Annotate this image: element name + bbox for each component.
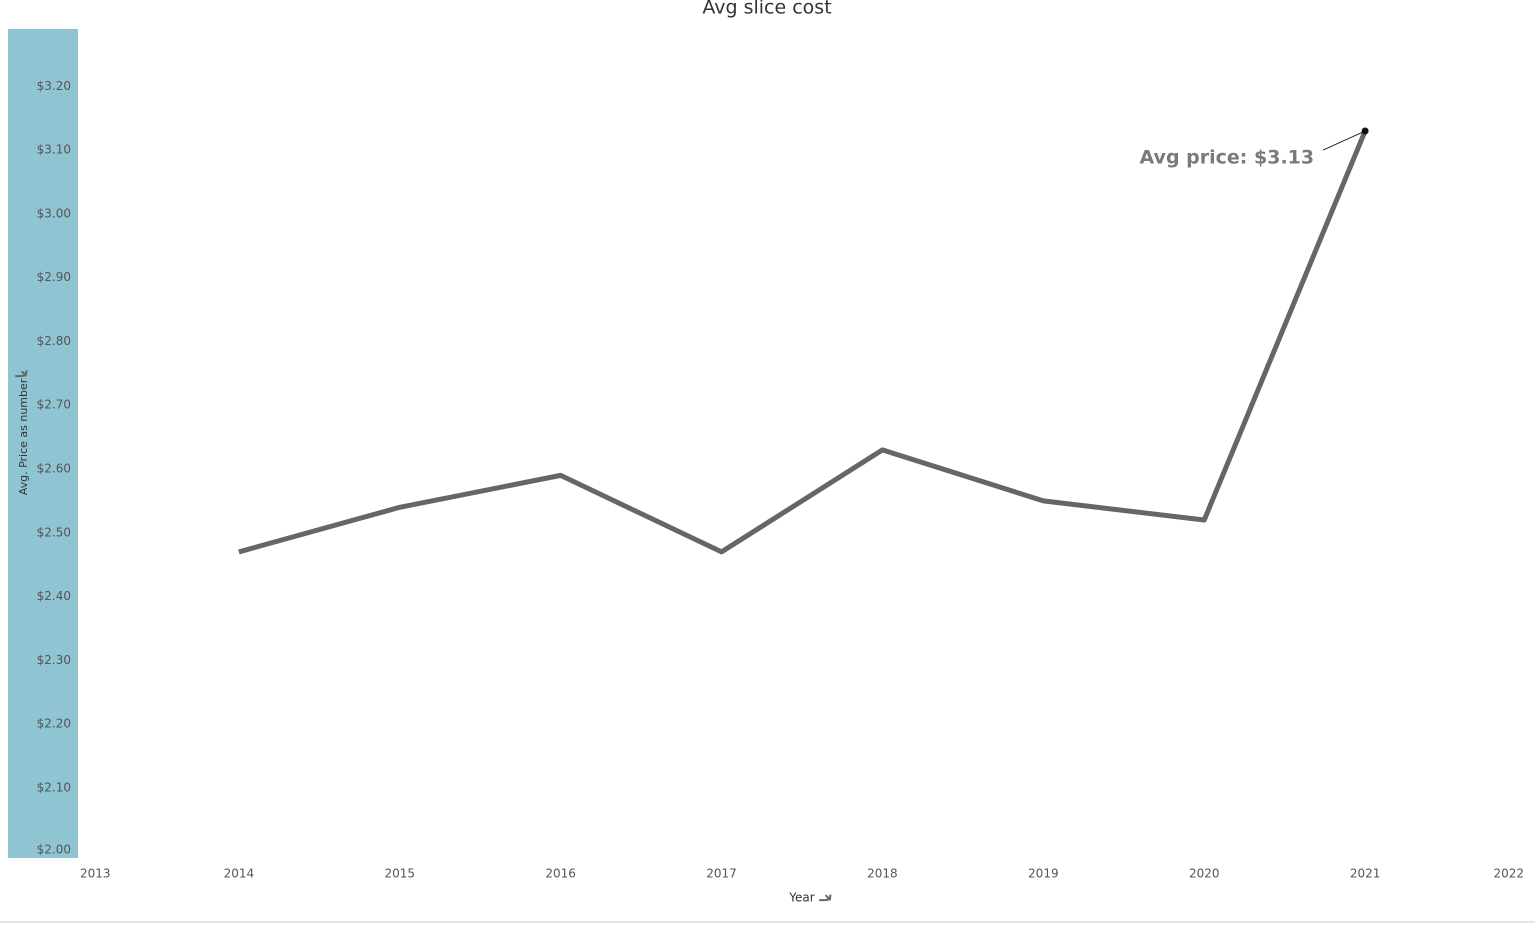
x-tick-label: 2020: [1189, 867, 1220, 881]
y-tick-label: $2.10: [37, 780, 71, 794]
x-tick-label: 2019: [1028, 867, 1059, 881]
y-tick-label: $2.30: [37, 653, 71, 667]
x-tick-label: 2022: [1493, 867, 1524, 881]
y-tick-label: $2.90: [37, 270, 71, 284]
x-tick-label: 2018: [867, 867, 898, 881]
y-tick-label: $2.20: [37, 717, 71, 731]
y-axis-title: Avg. Price as number: [17, 378, 30, 495]
pin-icon[interactable]: [15, 368, 28, 381]
x-tick-label: 2021: [1350, 867, 1381, 881]
x-tick-label: 2015: [385, 867, 416, 881]
pin-icon[interactable]: [819, 892, 832, 905]
x-tick-label: 2014: [224, 867, 255, 881]
chart-title: Avg slice cost: [702, 0, 831, 19]
x-axis-title: Year: [788, 891, 814, 905]
y-tick-label: $2.70: [37, 398, 71, 412]
y-tick-label: $2.40: [37, 589, 71, 603]
annotation-leader: [1322, 130, 1366, 151]
y-tick-label: $3.10: [37, 143, 71, 157]
annotation-text: Avg price: $3.13: [1140, 147, 1315, 169]
y-tick-label: $2.80: [37, 334, 71, 348]
y-tick-label: $2.50: [37, 525, 71, 539]
y-tick-label: $3.20: [37, 79, 71, 93]
line-series: [238, 130, 1368, 555]
x-tick-label: 2017: [706, 867, 737, 881]
x-tick-label: 2013: [80, 867, 111, 881]
y-tick-label: $2.00: [37, 843, 71, 857]
y-tick-label: $3.00: [37, 206, 71, 220]
y-tick-label: $2.60: [37, 462, 71, 476]
y-axis-band: [8, 29, 78, 858]
x-tick-label: 2016: [545, 867, 576, 881]
annotation-point: [1361, 127, 1369, 135]
